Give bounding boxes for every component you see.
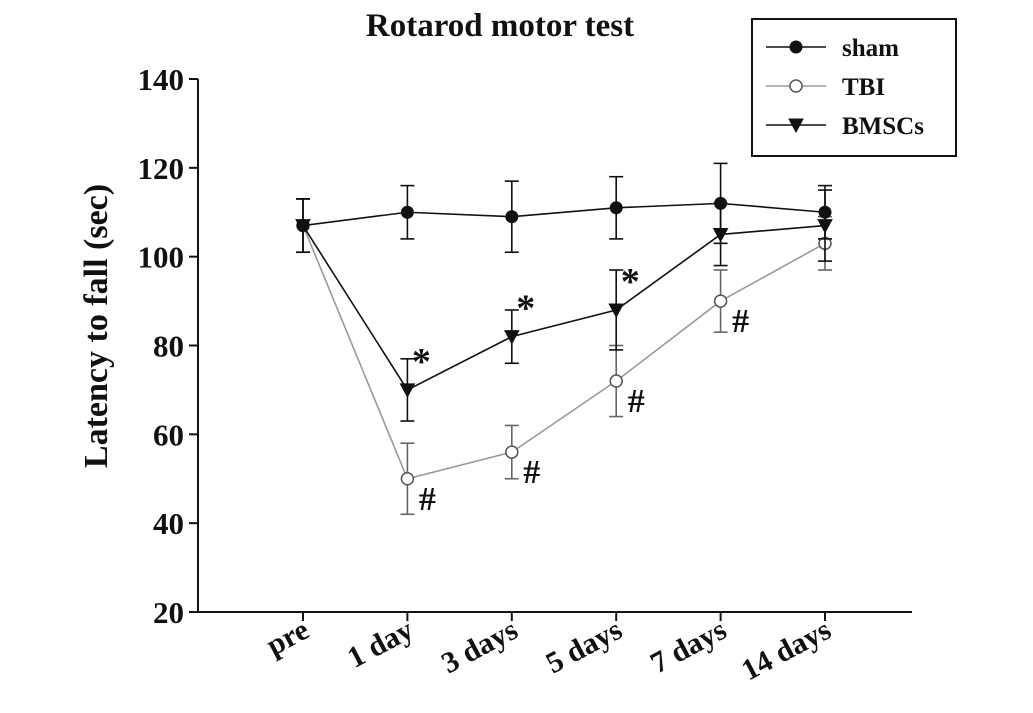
plot-area: # # # # * * * (295, 162, 833, 518)
data-point (609, 374, 623, 388)
significance-marker: # (732, 303, 749, 340)
legend-marker (789, 40, 803, 54)
significance-marker: * (621, 261, 640, 303)
x-tick-label: 14 days (736, 613, 836, 687)
data-point (713, 294, 728, 308)
data-point (505, 210, 519, 224)
legend-label: BMSCs (842, 113, 924, 140)
data-point (505, 445, 519, 459)
series-tbi: # # # # (296, 198, 832, 518)
legend-box (751, 18, 957, 157)
y-tick-label: 100 (138, 240, 185, 275)
x-tick-label: 7 days (645, 613, 732, 680)
series-bmscs: * * * (295, 189, 833, 422)
legend-marker (789, 79, 803, 93)
y-tick-label: 140 (138, 62, 185, 97)
data-point (818, 205, 832, 219)
y-axis-label: Latency to fall (sec) (78, 184, 115, 468)
data-point (608, 303, 625, 319)
x-tick-label: pre (261, 613, 314, 662)
x-tick-label: 5 days (541, 613, 628, 680)
legend-label: sham (842, 35, 899, 62)
data-point (400, 472, 415, 486)
series-line (302, 224, 826, 391)
data-point (714, 196, 728, 210)
data-point (399, 383, 416, 398)
y-tick-label: 80 (153, 329, 184, 364)
chart-title: Rotarod motor test (366, 8, 634, 44)
significance-marker: # (628, 383, 645, 420)
legend-label: TBI (842, 74, 885, 101)
significance-marker: # (419, 481, 436, 518)
x-tick-label: 1 day (342, 613, 419, 675)
significance-marker: * (412, 341, 431, 383)
y-tick-label: 120 (138, 151, 185, 186)
legend-marker (788, 118, 804, 134)
legend: sham TBI BMSCs (751, 18, 957, 157)
significance-marker: * (516, 288, 535, 330)
x-tick-label: 3 days (436, 613, 523, 680)
series-line (302, 202, 826, 227)
data-point (296, 219, 310, 233)
y-tick-label: 40 (153, 506, 184, 541)
significance-marker: # (523, 454, 540, 491)
series-line (302, 225, 826, 480)
y-tick-label: 20 (153, 595, 184, 630)
data-point (400, 205, 414, 219)
data-point (609, 201, 623, 215)
data-point (503, 330, 520, 345)
y-tick-label: 60 (153, 417, 184, 452)
series-sham (296, 162, 832, 254)
